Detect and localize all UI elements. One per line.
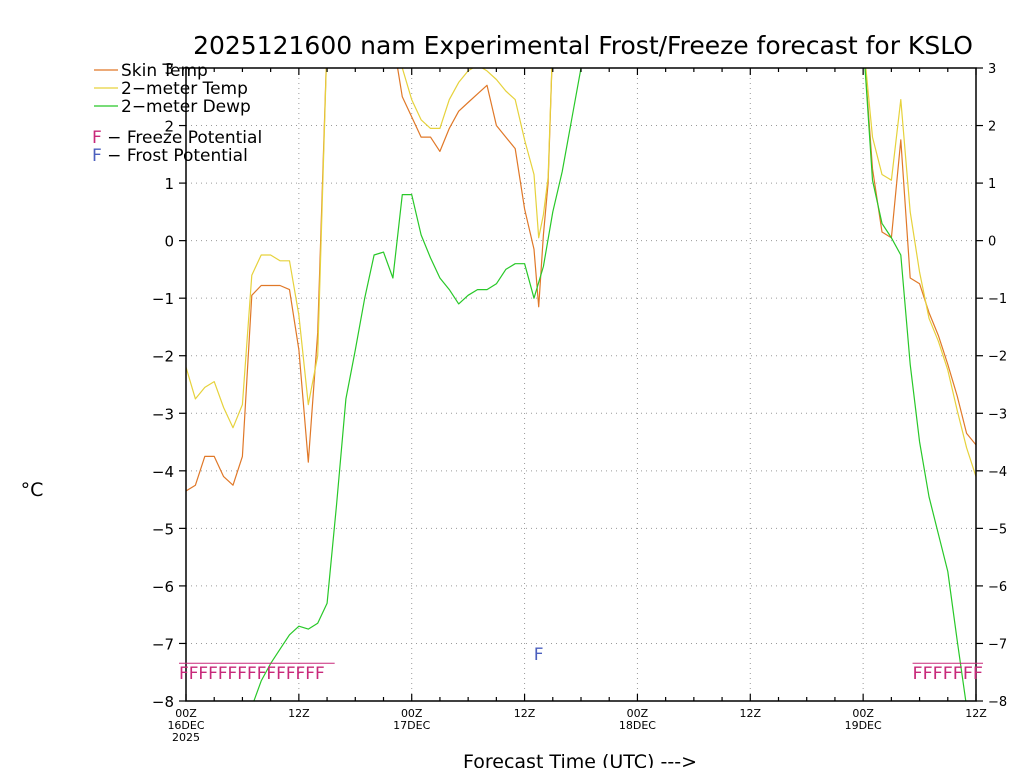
y-tick-label-left: −8 [152, 693, 174, 711]
y-tick-label-right: −3 [988, 407, 1007, 422]
potential-legend-letter: F [92, 146, 102, 166]
y-tick-label-right: 3 [988, 62, 996, 77]
y-tick-label-right: −8 [988, 695, 1007, 710]
y-tick-label-right: 0 [988, 235, 996, 250]
chart-title: 2025121600 nam Experimental Frost/Freeze… [193, 31, 973, 60]
y-tick-label-right: −2 [988, 350, 1007, 365]
y-tick-label-left: −4 [152, 463, 174, 481]
x-tick-date-label: 16DEC [167, 719, 204, 732]
potential-legend-item: F − Frost Potential [92, 146, 248, 166]
x-tick-date-label: 18DEC [619, 719, 656, 732]
potential-legend-label: − Frost Potential [102, 146, 248, 166]
frost-marker-letter: F [534, 645, 544, 665]
y-tick-label-right: −7 [988, 637, 1007, 652]
legend-item-label: 2−meter Temp [121, 79, 248, 99]
y-tick-label-left: −1 [152, 290, 174, 308]
legend-item-label: 2−meter Dewp [121, 97, 251, 117]
freeze-marker-letters: FFFFFFF [913, 664, 983, 684]
potential-markers: FFFFFFFFFFFFFFF FFFFFFFF [179, 645, 983, 684]
x-tick-date-label: 17DEC [393, 719, 430, 732]
legend-item-label: Skin Temp [121, 61, 208, 81]
x-tick-label: 00Z [627, 707, 649, 720]
x-tick-date-label: 19DEC [845, 719, 882, 732]
y-axis-left: 3 2 1 0 −1 −2 −3 −4 −5 −6 −7 −8 [152, 60, 186, 711]
y-tick-label-left: 0 [164, 233, 174, 251]
potential-legend-label: − Freeze Potential [102, 128, 262, 148]
y-tick-label-left: 3 [164, 60, 174, 78]
grid-lines [186, 68, 976, 701]
x-tick-date-label: 2025 [172, 731, 200, 744]
y-axis-right: 3 2 1 0 −1 −2 −3 −4 −5 −6 −7 −8 [976, 62, 1007, 710]
freeze-marker-letters: FFFFFFFFFFFFFFF [179, 664, 325, 684]
x-axis-label: Forecast Time (UTC) ---> [463, 751, 697, 768]
x-tick-label: 00Z [852, 707, 874, 720]
y-tick-label-left: −7 [152, 635, 174, 653]
x-tick-label: 12Z [514, 707, 536, 720]
y-tick-label-left: −2 [152, 348, 174, 366]
y-tick-label-left: −5 [152, 520, 174, 538]
series-line-skin-temp [186, 68, 976, 492]
series-lines [186, 68, 976, 701]
series-line-2-meter-dewp [253, 68, 967, 701]
potential-legend-letter: F [92, 128, 102, 148]
y-tick-label-right: 1 [988, 177, 996, 192]
y-tick-label-right: −4 [988, 465, 1007, 480]
y-tick-label-right: −6 [988, 580, 1007, 595]
potential-legend-item: F − Freeze Potential [92, 128, 262, 148]
y-axis-label: °C [21, 479, 44, 501]
y-tick-label-left: 1 [164, 175, 174, 193]
x-tick-label: 00Z [401, 707, 423, 720]
y-tick-label-left: −6 [152, 578, 174, 596]
x-tick-label: 12Z [288, 707, 310, 720]
y-tick-label-right: 2 [988, 120, 996, 135]
y-tick-label-right: −1 [988, 292, 1007, 307]
x-tick-label: 12Z [740, 707, 762, 720]
y-tick-label-left: 2 [164, 118, 174, 136]
y-tick-label-left: −3 [152, 405, 174, 423]
y-tick-label-right: −5 [988, 522, 1007, 537]
x-tick-label: 00Z [175, 707, 197, 720]
plot-frame [185, 67, 977, 702]
x-tick-label: 12Z [965, 707, 987, 720]
